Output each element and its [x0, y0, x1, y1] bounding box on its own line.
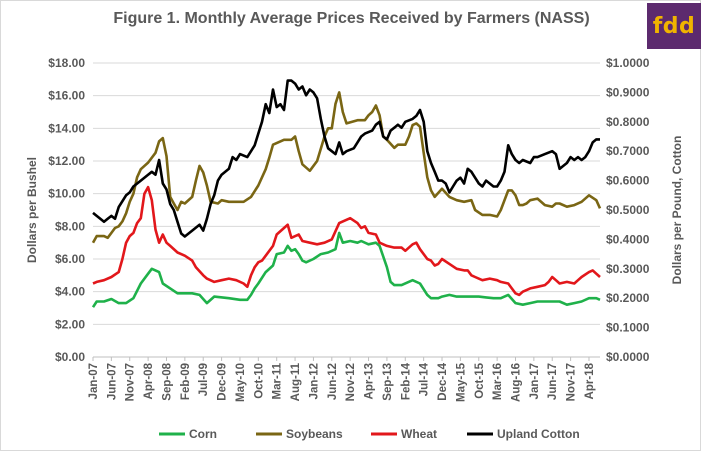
y2-tick-label: $0.3000	[606, 262, 650, 276]
x-tick-label: Jan-17	[529, 363, 541, 399]
y2-tick-label: $1.0000	[606, 56, 650, 70]
legend-label-wheat: Wheat	[401, 427, 437, 441]
x-tick-label: Mar-11	[272, 362, 284, 399]
y-tick-label: $10.00	[48, 187, 85, 201]
fdd-logo: fdd	[647, 3, 701, 49]
x-tick-label: May-15	[455, 362, 467, 402]
y-tick-label: $18.00	[48, 56, 85, 70]
y-axis-label: Dollars per Bushel	[25, 157, 39, 263]
x-tick-label: Mar-16	[492, 363, 504, 400]
y-tick-label: $0.00	[55, 350, 85, 364]
x-tick-label: Jun-17	[547, 363, 559, 400]
x-tick-label: Oct-10	[253, 363, 265, 399]
y-tick-label: $8.00	[55, 219, 85, 233]
y2-tick-label: $0.0000	[606, 350, 650, 364]
y-tick-label: $6.00	[55, 252, 85, 266]
x-tick-label: May-10	[235, 363, 247, 402]
x-tick-label: Feb-09	[180, 363, 192, 400]
y-tick-label: $4.00	[55, 285, 85, 299]
y2-tick-label: $0.2000	[606, 291, 650, 305]
y2-axis-label: Dollars per Pound, Cotton	[670, 136, 684, 285]
x-tick-label: Sep-08	[161, 362, 173, 400]
legend-label-soybeans: Soybeans	[286, 427, 343, 441]
y2-tick-label: $0.4000	[606, 232, 650, 246]
series-line-wheat	[92, 185, 601, 297]
legend-label-corn: Corn	[189, 427, 217, 441]
x-tick-label: Apr-18	[584, 362, 596, 399]
x-tick-label: Jan-07	[88, 363, 100, 399]
x-tick-label: Jul-09	[198, 363, 210, 396]
x-tick-label: Dec-14	[437, 362, 449, 400]
y2-tick-label: $0.9000	[606, 85, 650, 99]
y2-tick-label: $0.7000	[606, 144, 650, 158]
x-tick-label: Nov-17	[566, 363, 578, 401]
y-tick-label: $2.00	[55, 317, 85, 331]
chart-title: Figure 1. Monthly Average Prices Receive…	[113, 10, 590, 27]
x-tick-label: Aug-16	[511, 363, 523, 402]
y2-tick-label: $0.5000	[606, 203, 650, 217]
x-tick-label: Aug-11	[290, 362, 302, 401]
x-tick-label: Apr-13	[364, 363, 376, 399]
y-tick-label: $12.00	[48, 154, 85, 168]
series-line-soybeans	[91, 91, 602, 244]
x-tick-label: Jan-12	[308, 363, 320, 399]
y2-tick-label: $0.6000	[606, 174, 650, 188]
x-tick-label: Oct-15	[474, 362, 486, 398]
y-tick-label: $14.00	[48, 121, 85, 135]
x-tick-label: Feb-14	[400, 362, 412, 400]
series-line-corn	[91, 231, 601, 308]
x-tick-label: Jun-12	[327, 363, 339, 400]
x-tick-label: Jul-14	[419, 362, 431, 396]
x-tick-label: Jun-07	[106, 363, 118, 400]
x-tick-label: Sep-13	[382, 363, 394, 401]
y2-tick-label: $0.1000	[606, 321, 650, 335]
y2-tick-label: $0.8000	[606, 115, 650, 129]
x-tick-label: Nov-12	[345, 363, 357, 401]
x-tick-label: Dec-09	[217, 363, 229, 401]
x-tick-label: Apr-08	[143, 362, 155, 399]
legend-label-upland-cotton: Upland Cotton	[497, 427, 580, 441]
series-line-upland-cotton	[92, 79, 600, 238]
x-tick-label: Nov-07	[125, 363, 137, 401]
y-tick-label: $16.00	[48, 89, 85, 103]
